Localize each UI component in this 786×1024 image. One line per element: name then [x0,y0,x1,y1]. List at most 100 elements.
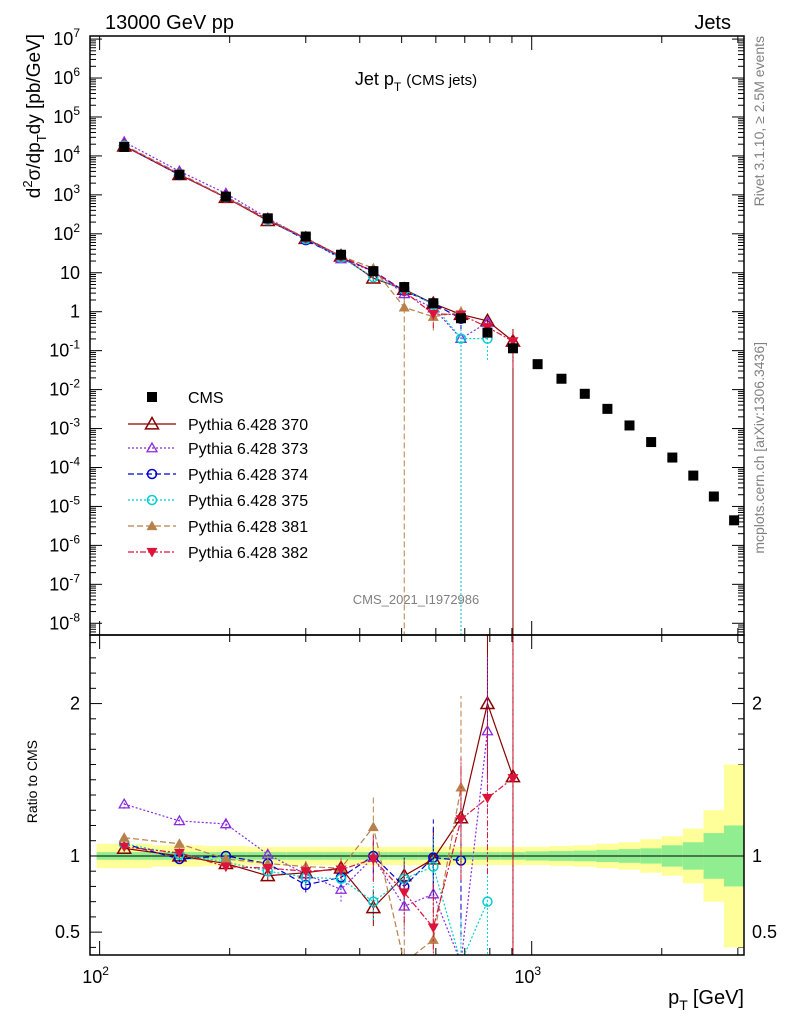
panel-frames [89,35,745,956]
y-tick-label: 107 [53,26,80,49]
legend-marker [146,547,158,558]
cms-data-point [482,327,493,338]
x-tick-label-base: 10 [514,967,534,987]
series-1-ratio-point [481,724,494,736]
y-tick-label-base: 10 [49,535,69,555]
y-tick-label: 104 [53,143,80,166]
series-1-ratio-point [219,817,233,829]
ratio-tick-label-left: 1 [70,846,80,866]
ratio-series [116,635,521,967]
series-1-ratio-point [456,958,466,967]
legend-marker [146,520,158,531]
legend-item: CMS [147,390,224,407]
series-5-ratio-point [367,854,379,865]
series-3-ratio-point [482,896,493,907]
legend-label: Pythia 6.428 374 [188,467,308,484]
y-tick-label-exp: 5 [73,104,80,118]
y-tick-label: 103 [53,182,80,205]
y-tick-label: 102 [53,221,80,244]
cms-data-point [368,266,379,277]
y-tick-label-exp: 6 [73,65,80,79]
y-tick-label-base: 10 [49,341,69,361]
y-tick-label: 10-4 [49,454,80,477]
y-tick-label-exp: -1 [69,338,80,352]
legend-marker [146,494,158,506]
series-4-ratio-point [367,821,379,832]
series-5-ratio-point [427,923,439,934]
analysis-watermark: CMS_2021_I1972986 [353,592,480,607]
y-tick-label-exp: -8 [69,610,80,624]
series-4-main-point [398,301,410,312]
cms-data-point [336,249,347,260]
y-tick-label-base: 10 [53,29,73,49]
legend-item: Pythia 6.428 381 [128,519,308,536]
series-4-ratio-point [427,934,439,944]
series-2-ratio-line [124,843,462,888]
series-4-ratio-point [118,832,130,842]
series-5-ratio-point [118,842,130,853]
legend-label: CMS [188,390,224,407]
process-label: 13000 GeV pp [105,12,234,34]
y-tick-label-base: 10 [53,107,73,127]
series-2-main [118,140,467,332]
y-tick-label-exp: 2 [73,221,80,235]
cms-data-point [174,169,185,180]
y-tick-label-base: 10 [53,146,73,166]
ratio-tick-label-left: 2 [70,694,80,714]
legend-item: Pythia 6.428 375 [128,493,308,510]
y-axis-label: d2σ/dpTdy [pb/GeV] [20,34,49,198]
series-4-ratio-point [399,957,410,967]
legend-item: Pythia 6.428 374 [128,467,308,484]
y-tick-label-exp: 4 [73,143,80,157]
series-5-ratio-point [455,815,467,825]
legend-label: Pythia 6.428 382 [188,545,308,562]
cms-data-point [399,282,410,293]
cms-data-point [708,491,719,502]
y-tick-label: 10-5 [49,493,80,516]
y-tick-label-base: 10 [53,68,73,88]
series-3-ratio-point [428,861,439,872]
series-5-ratio-point [398,888,410,899]
cms-data-point [262,213,273,224]
series-0-ratio-point [365,899,382,914]
series-4-ratio-point [173,838,185,848]
legend-marker [146,468,158,480]
ratio-panel-frame [89,634,745,956]
series-3-ratio-point [456,958,465,967]
y-tick-label-exp: -4 [69,454,80,468]
series-5-ratio-point [262,864,274,874]
series-3-main-point [455,333,467,344]
cms-data-points [119,141,740,526]
series-5-main-point [507,337,519,347]
y-tick-label: 10-7 [49,571,80,594]
y-tick-label-exp: -5 [69,493,80,507]
series-3-ratio-point [368,896,379,907]
series-4-main-line [123,144,462,318]
series-1-ratio-point [173,814,186,826]
ratio-tick-label-right: 2 [752,694,762,714]
series-5-ratio [118,635,519,955]
y-tick-label-base: 10 [49,613,69,633]
y-tick-label: 1 [70,302,80,322]
y-tick-label: 105 [53,104,80,127]
x-tick-label: 102 [82,964,109,987]
y-tick-label-exp: -7 [69,571,80,585]
y-tick-label-base: 10 [49,496,69,516]
y-tick-label: 10-6 [49,532,80,555]
ratio-y-axis-label: Ratio to CMS [24,740,40,823]
series-1-main-line [123,141,488,340]
ratio-tick-label-left: 0.5 [55,922,80,942]
series-0-ratio-point [479,695,496,710]
x-tick-label-exp: 3 [534,964,541,978]
y-tick-label-exp: -2 [69,377,80,391]
series-5-ratio-point [507,774,519,784]
x-tick-label-base: 10 [82,967,102,987]
legend-item: Pythia 6.428 373 [128,441,308,458]
y-tick-label-base: 10 [53,224,73,244]
main-panel: 10710610510410310210110-110-210-310-410-… [49,26,777,987]
cms-data-point [729,515,740,526]
cms-data-point [602,403,613,414]
ratio-tick-label-right: 0.5 [752,922,777,942]
cms-data-point [646,437,657,448]
